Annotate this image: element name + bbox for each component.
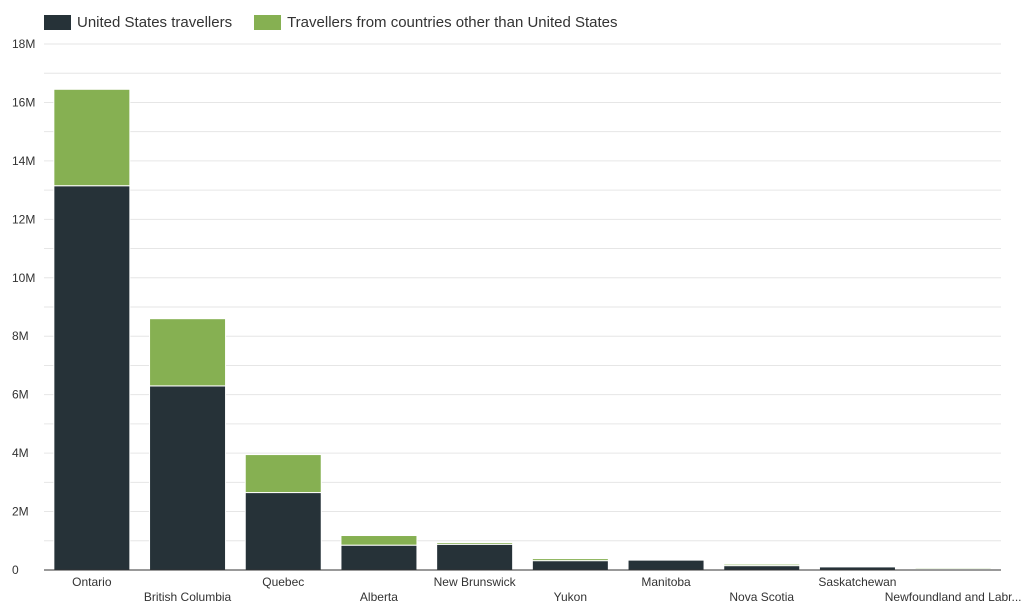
legend-label-other: Travellers from countries other than Uni… — [287, 14, 618, 31]
y-tick-label: 4M — [12, 446, 29, 460]
bar-other[interactable] — [531, 558, 609, 562]
y-tick-label: 10M — [12, 271, 35, 285]
x-axis: Ontario British Columbia Quebec Alberta New … — [44, 569, 1022, 604]
x-category-label: Nova Scotia — [729, 590, 794, 604]
bar-us[interactable] — [531, 560, 609, 571]
legend-swatch-other — [254, 15, 282, 30]
x-category-label: Newfoundland and Labr... — [885, 590, 1022, 604]
bar-other[interactable] — [723, 563, 801, 567]
bar-other[interactable] — [244, 454, 322, 494]
bar-other[interactable] — [627, 558, 705, 561]
bar-other[interactable] — [914, 567, 992, 570]
x-category-label: Manitoba — [641, 575, 691, 589]
bar-other[interactable] — [53, 88, 131, 187]
y-tick-label: 14M — [12, 154, 35, 168]
bar-us[interactable] — [149, 385, 227, 571]
y-tick-label: 8M — [12, 329, 29, 343]
bar-other[interactable] — [340, 535, 418, 546]
x-category-label: Quebec — [262, 575, 304, 589]
legend-label-us: United States travellers — [77, 14, 233, 31]
bars — [53, 88, 992, 571]
bar-us[interactable] — [723, 565, 801, 571]
legend-item-us[interactable]: United States travellers — [44, 14, 232, 31]
bar-us[interactable] — [53, 185, 131, 571]
legend-item-other[interactable]: Travellers from countries other than Uni… — [254, 14, 618, 31]
x-category-label: New Brunswick — [434, 575, 517, 589]
y-tick-label: 6M — [12, 388, 29, 402]
bar-other[interactable] — [436, 542, 514, 545]
bar-us[interactable] — [244, 492, 322, 571]
y-tick-label: 2M — [12, 505, 29, 519]
x-category-label: Yukon — [554, 590, 587, 604]
bar-us[interactable] — [436, 543, 514, 571]
y-tick-label: 0 — [12, 563, 19, 577]
bar-us[interactable] — [627, 559, 705, 571]
y-tick-label: 18M — [12, 37, 35, 51]
y-tick-label: 12M — [12, 212, 35, 226]
bar-us[interactable] — [340, 544, 418, 571]
x-category-label: Ontario — [72, 575, 112, 589]
x-category-label: British Columbia — [144, 590, 232, 604]
y-axis: 0 2M 4M 6M 8M 10M 12M 14M 16M 18M — [12, 37, 35, 577]
legend: United States travellers Travellers from… — [44, 14, 618, 31]
x-category-label: Alberta — [360, 590, 398, 604]
legend-swatch-us — [44, 15, 71, 30]
y-tick-label: 16M — [12, 95, 35, 109]
bar-other[interactable] — [149, 318, 227, 387]
x-category-label: Saskatchewan — [818, 575, 896, 589]
